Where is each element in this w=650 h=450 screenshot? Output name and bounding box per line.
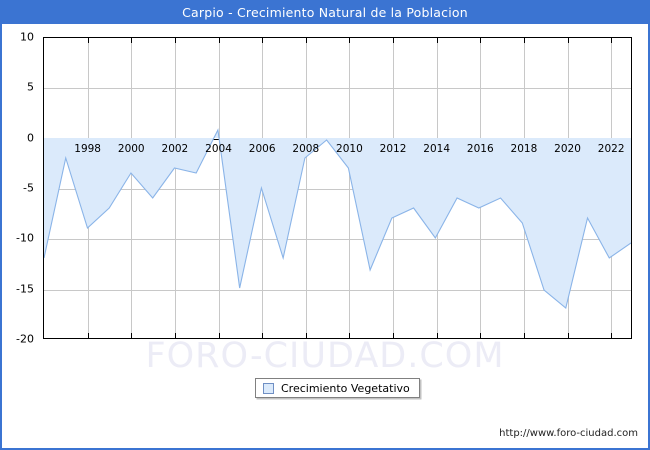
x-axis-tick-mark [611,333,613,338]
y-axis-tick-label: -20 [16,332,34,346]
x-axis-tick-mark [174,333,176,338]
x-axis-tick-mark [262,333,264,338]
series-area-chart [44,128,631,309]
x-axis-tick-mark [567,333,569,338]
gridline-vertical [174,38,176,338]
series-fill [44,129,631,308]
x-axis-tick-label: 2014 [423,142,451,155]
x-axis-tick-label: 1998 [74,142,101,155]
x-axis-tick-mark [436,333,438,338]
x-axis-tick-mark-top [436,38,438,43]
x-axis-tick-mark [349,333,351,338]
gridline-horizontal [44,88,631,90]
gridline-vertical [349,38,351,338]
x-axis-tick-label: 2000 [117,142,145,155]
x-axis-tick-mark-top [349,38,351,43]
x-axis-tick-label: 2018 [510,142,538,155]
gridline-horizontal [44,239,631,241]
x-axis-tick-label: 2008 [292,142,320,155]
x-axis-tick-mark-top [480,38,482,43]
x-axis-tick-label: 2002 [161,142,189,155]
x-axis-tick-mark [480,333,482,338]
plot-frame: 1998 2000 2002 2004 2006 2008 2010 2012 2014 2016… [43,37,632,339]
chart-legend[interactable]: Crecimiento Vegetativo [255,378,420,398]
y-axis-tick-label: 10 [20,30,34,44]
x-axis-tick-mark [305,333,307,338]
watermark: FORO-CIUDAD.COM [145,336,505,376]
x-axis-tick-mark-top [393,38,395,43]
x-axis-tick-label: 2020 [554,142,581,155]
x-axis-tick-mark [523,333,525,338]
gridline-horizontal [44,289,631,291]
x-axis-tick-label: 2012 [379,142,407,155]
x-axis-tick-mark-top [87,38,89,43]
x-axis-tick-mark-top [611,38,613,43]
x-axis-tick-label: 2022 [597,142,625,155]
x-axis-tick-label: 2010 [336,142,363,155]
page-title: Carpio - Crecimiento Natural de la Pobla… [182,5,468,20]
x-axis-tick-mark-top [523,38,525,43]
y-axis-tick-label: 0 [27,131,34,145]
legend-label: Crecimiento Vegetativo [281,381,410,395]
x-axis-tick-mark [393,333,395,338]
y-axis-tick-label: 5 [27,80,34,94]
x-axis-tick-mark-top [262,38,264,43]
series-line [44,128,631,309]
x-axis-tick-mark-top [567,38,569,43]
x-axis-tick-mark-top [174,38,176,43]
x-axis-tick-mark [87,333,89,338]
x-axis-tick-mark-top [131,38,133,43]
gridline-vertical [218,38,220,338]
gridline-vertical [131,38,133,338]
gridline-horizontal [44,189,631,190]
y-axis-tick-label: -15 [16,282,34,296]
chart-area: 1998 2000 2002 2004 2006 2008 2010 2012 2014 2016… [2,24,648,448]
x-axis-tick-label: 2006 [248,142,276,155]
x-axis-tick-label: 2016 [466,142,494,155]
x-axis-tick-mark-top [305,38,307,43]
x-axis-tick-mark [131,333,133,338]
source-url: http://www.foro-ciudad.com [499,428,638,439]
x-axis-tick-mark-top [218,38,220,43]
y-axis-tick-label: -10 [16,231,34,245]
y-axis-tick-label: -5 [23,181,34,195]
x-axis-tick-mark [218,333,220,338]
window-title-bar: Carpio - Crecimiento Natural de la Pobla… [2,2,648,24]
x-axis-tick-label: 2004 [205,142,232,155]
gridline-vertical [305,38,307,338]
legend-swatch-icon [263,382,274,394]
